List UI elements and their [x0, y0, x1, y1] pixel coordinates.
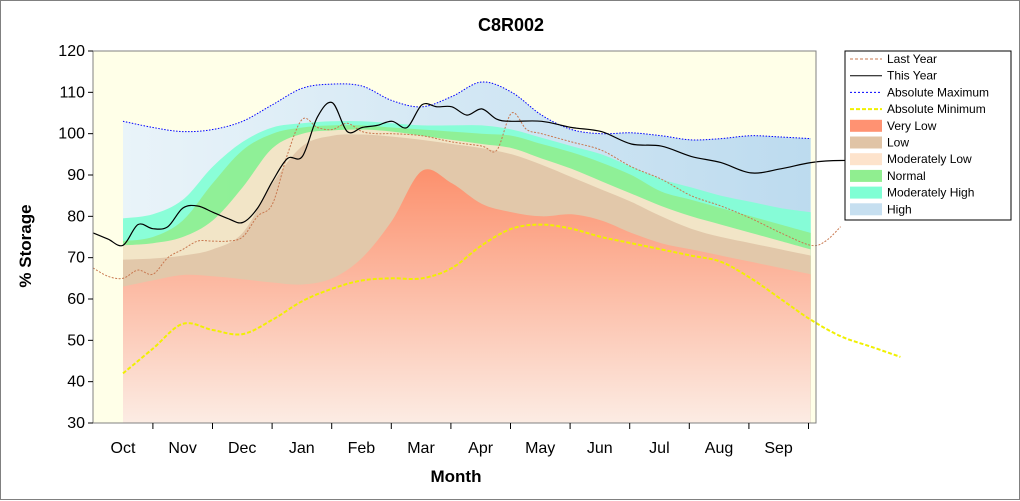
x-axis-title: Month: [431, 467, 482, 486]
legend: Last Year This Year Absolute Maximum Absolu…: [844, 50, 1012, 221]
legend-label-high: High: [887, 202, 912, 216]
legend-swatch-low: [850, 136, 882, 149]
x-tick-label: Jun: [587, 440, 613, 457]
legend-label-this-year: This Year: [887, 69, 937, 83]
series-this-year: [92, 101, 901, 247]
y-tick-label: 30: [67, 415, 85, 432]
x-tick-label: Jul: [649, 440, 669, 457]
legend-swatch-very-low: [850, 119, 882, 132]
legend-label-normal: Normal: [887, 169, 926, 183]
legend-swatch-normal: [850, 169, 882, 182]
y-tick-label: 100: [58, 126, 85, 143]
y-tick-label: 120: [58, 43, 85, 60]
band-very-low: [123, 169, 811, 423]
legend-label-last-year: Last Year: [887, 52, 937, 66]
legend-label-moderately-low: Moderately Low: [887, 152, 972, 166]
x-tick-label: Dec: [228, 440, 256, 457]
y-axis-title: % Storage: [16, 204, 35, 287]
legend-label-absolute-minimum: Absolute Minimum: [887, 102, 986, 116]
legend-swatch-high: [850, 203, 882, 216]
x-tick-label: Sep: [764, 440, 793, 457]
y-tick-label: 110: [59, 84, 85, 101]
legend-label-moderately-high: Moderately High: [887, 186, 974, 200]
legend-swatch-moderately-low: [850, 153, 882, 166]
plot-area: 30 40 50 60 70 80 90 100 110 120 Oct Nov Dec Jan Feb Ma…: [58, 43, 901, 457]
legend-label-very-low: Very Low: [887, 119, 937, 133]
series-absolute-minimum: [122, 223, 901, 375]
y-tick-label: 60: [67, 291, 85, 308]
legend-swatch-moderately-high: [850, 186, 882, 199]
legend-label-low: Low: [887, 136, 909, 150]
x-tick-label: Oct: [111, 440, 136, 457]
x-tick-label: Feb: [348, 440, 376, 457]
x-tick-label: Mar: [407, 440, 435, 457]
y-tick-label: 90: [67, 167, 85, 184]
x-tick-label: Apr: [468, 440, 494, 457]
chart-title: C8R002: [478, 15, 544, 35]
y-tick-label: 50: [67, 332, 85, 349]
series-last-year: [92, 112, 841, 280]
plot-border: [92, 50, 817, 424]
y-tick-label: 40: [67, 374, 85, 391]
y-tick-label: 80: [67, 208, 85, 225]
x-tick-label: May: [525, 440, 555, 457]
series-absolute-maximum: [122, 81, 811, 141]
x-tick-label: Aug: [705, 440, 733, 457]
legend-label-absolute-maximum: Absolute Maximum: [887, 85, 989, 99]
y-tick-label: 70: [67, 250, 85, 267]
x-tick-label: Jan: [289, 440, 315, 457]
x-tick-label: Nov: [168, 440, 196, 457]
